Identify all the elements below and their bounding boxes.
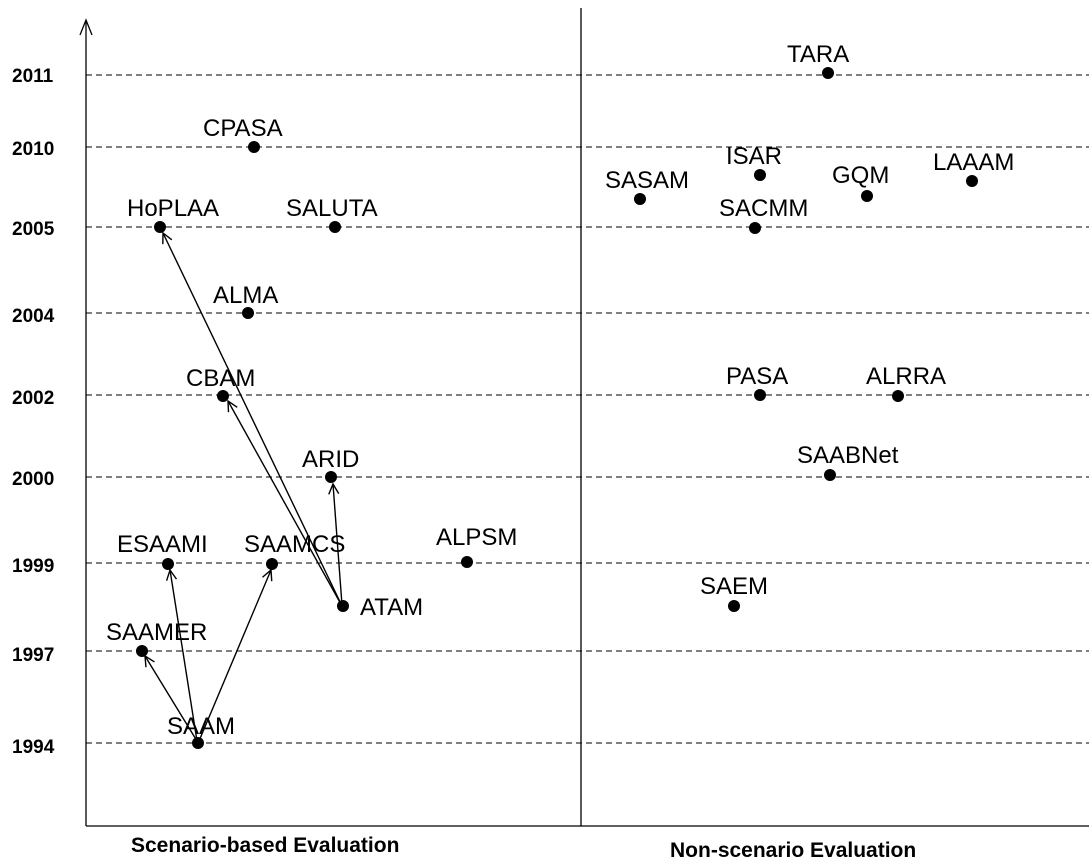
arrow-saam-to-esaami [170,570,198,742]
method-label-alrra: ALRRA [866,363,946,390]
method-dot-tara [822,67,834,79]
method-label-tara: TARA [787,41,849,68]
section-label-scenario-based: Scenario-based Evaluation [131,834,399,857]
method-label-gqm: GQM [832,162,889,189]
method-label-cpasa: CPASA [203,115,283,142]
method-label-hoplaa: HoPLAA [127,195,219,222]
arrow-atam-to-arid [333,484,343,606]
method-dot-sacmm [749,222,761,234]
relation-arrows [145,233,343,742]
method-label-saabnet: SAABNet [797,442,899,469]
axes [79,8,1089,827]
method-dot-pasa [754,389,766,401]
method-label-saamer: SAAMER [106,619,207,646]
method-dot-esaami [162,558,174,570]
section-label-non-scenario: Non-scenario Evaluation [670,839,916,862]
method-dot-arid [325,471,337,483]
method-dot-cpasa [248,141,260,153]
method-label-cbam: CBAM [186,365,255,392]
method-label-saluta: SALUTA [286,195,378,222]
method-label-pasa: PASA [726,363,788,390]
method-label-saam: SAAM [167,713,235,740]
year-label: 2005 [12,219,55,240]
arrow-saam-to-saamer [145,656,198,742]
year-label: 2004 [12,306,55,327]
method-dot-saem [728,600,740,612]
method-dot-saluta [329,221,341,233]
method-label-esaami: ESAAMI [117,531,208,558]
method-label-sacmm: SACMM [719,195,808,222]
method-label-arid: ARID [302,446,359,473]
year-gridlines [86,74,1089,744]
method-label-saem: SAEM [700,573,768,600]
method-dot-saamcs [266,558,278,570]
method-dot-saabnet [824,469,836,481]
y-axis-arrow-icon [79,18,93,36]
method-dot-alpsm [461,556,473,568]
method-label-saamcs: SAAMCS [244,531,345,558]
arrow-saam-to-saamcs [198,570,271,742]
year-label: 1994 [12,737,55,758]
method-dot-atam [337,600,349,612]
year-label: 2002 [12,388,54,409]
method-label-atam: ATAM [360,594,423,621]
arrow-atam-to-cbam [228,401,343,607]
method-dot-gqm [861,190,873,202]
method-dot-saam [192,737,204,749]
method-label-alma: ALMA [213,282,278,309]
arrow-atam-to-hoplaa [163,233,343,607]
year-label: 2011 [12,66,54,87]
year-axis-labels: 2011 2010 2005 2004 2002 2000 1999 1997 … [12,66,55,758]
year-label: 2000 [12,469,54,490]
method-label-sasam: SASAM [605,167,689,194]
method-dot-alma [242,307,254,319]
method-dot-laaam [966,175,978,187]
section-labels: Scenario-based Evaluation Non-scenario E… [131,834,916,862]
method-nodes: TARA CPASA ISAR SASAM GQM LAAAM HoPLAA S… [106,41,1014,749]
method-label-laaam: LAAAM [933,149,1014,176]
method-label-alpsm: ALPSM [436,524,517,551]
method-dot-saamer [136,645,148,657]
year-label: 1999 [12,556,54,577]
method-dot-cbam [217,390,229,402]
method-dot-alrra [892,390,904,402]
method-dot-sasam [634,193,646,205]
method-dot-hoplaa [154,221,166,233]
year-label: 2010 [12,139,54,160]
year-label: 1997 [12,645,54,666]
method-label-isar: ISAR [726,143,782,170]
method-dot-isar [754,169,766,181]
